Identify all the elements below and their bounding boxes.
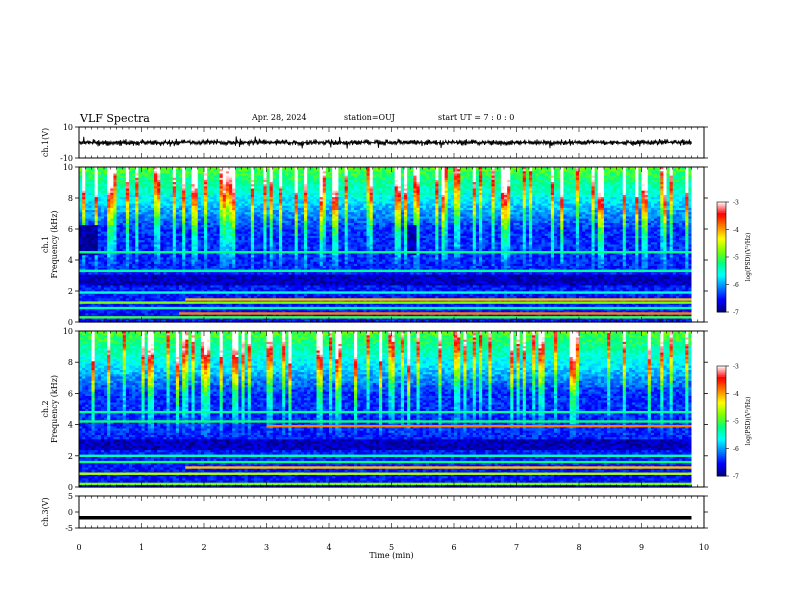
ytick-label: 0 (68, 318, 73, 327)
x-axis-label: Time (min) (369, 551, 413, 560)
colorbar-tick: -3 (733, 364, 739, 371)
ylabel: Frequency (kHz) (50, 375, 59, 443)
colorbar-tick: -3 (733, 200, 739, 207)
colorbar-label: log(PSD)(V²/Hz) (745, 233, 752, 282)
ytick-label: 2 (68, 287, 73, 296)
colorbar-tick: -6 (733, 282, 739, 289)
ytick-label: 5 (68, 492, 73, 501)
ch2-spectrogram (79, 331, 704, 488)
colorbar-tick: -7 (733, 474, 739, 481)
xtick-label: 2 (201, 543, 206, 552)
ytick-label: 0 (68, 483, 73, 492)
colorbar-tick: -5 (733, 419, 739, 426)
xtick-label: 8 (576, 543, 581, 552)
ylabel: ch.1(V) (41, 128, 50, 157)
xtick-label: 7 (514, 543, 519, 552)
ytick-label: 6 (68, 225, 73, 234)
colorbar-tick: -4 (733, 227, 739, 234)
ytick-label: -5 (65, 524, 73, 533)
xtick-label: 4 (326, 543, 331, 552)
ytick-label: 8 (68, 194, 73, 203)
colorbar-tick: -5 (733, 255, 739, 262)
ylabel: ch.2 (41, 400, 50, 417)
ylabel: Frequency (kHz) (50, 210, 59, 278)
xtick-label: 10 (699, 543, 709, 552)
ytick-label: 0 (68, 508, 73, 517)
xtick-label: 3 (264, 543, 269, 552)
colorbar-tick: -6 (733, 446, 739, 453)
colorbar-tick: -7 (733, 310, 739, 317)
ytick-label: 4 (68, 256, 73, 265)
ylabel: ch.3(V) (41, 497, 50, 526)
ytick-label: 6 (68, 389, 73, 398)
ch1-waveform (79, 136, 692, 148)
ch1-spectrogram (79, 167, 704, 323)
ytick-label: 4 (68, 421, 73, 430)
colorbar-label: log(PSD)(V²/Hz) (745, 397, 752, 446)
ytick-label: 8 (68, 358, 73, 367)
ytick-label: 10 (63, 327, 73, 336)
ytick-label: 2 (68, 452, 73, 461)
xtick-label: 9 (639, 543, 644, 552)
xtick-label: 1 (139, 543, 144, 552)
ytick-label: 10 (63, 163, 73, 172)
ytick-label: 10 (63, 123, 73, 132)
ylabel: ch.1 (41, 236, 50, 253)
xtick-label: 6 (451, 543, 456, 552)
ytick-label: -10 (60, 154, 73, 163)
ch1-waveform-trace (79, 136, 692, 148)
xtick-label: 0 (76, 543, 81, 552)
colorbar-tick: -4 (733, 391, 739, 398)
